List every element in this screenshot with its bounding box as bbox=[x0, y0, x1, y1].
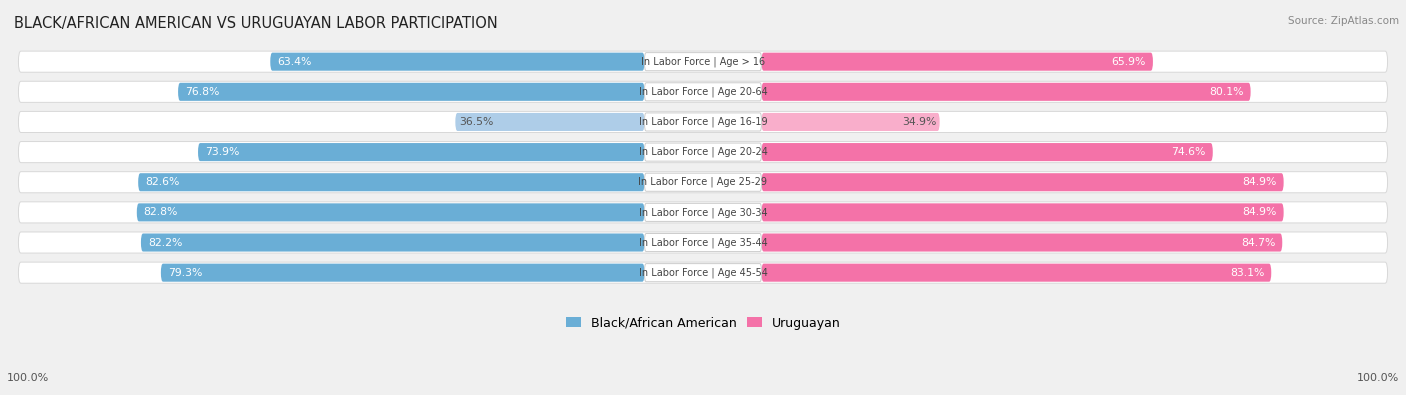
FancyBboxPatch shape bbox=[762, 83, 1251, 101]
Text: 82.8%: 82.8% bbox=[143, 207, 179, 217]
Text: 82.2%: 82.2% bbox=[148, 237, 183, 248]
Text: 79.3%: 79.3% bbox=[167, 268, 202, 278]
Text: In Labor Force | Age 20-24: In Labor Force | Age 20-24 bbox=[638, 147, 768, 157]
FancyBboxPatch shape bbox=[18, 111, 1388, 132]
FancyBboxPatch shape bbox=[644, 53, 762, 71]
FancyBboxPatch shape bbox=[762, 263, 1271, 282]
FancyBboxPatch shape bbox=[762, 113, 939, 131]
Text: In Labor Force | Age > 16: In Labor Force | Age > 16 bbox=[641, 56, 765, 67]
Text: 84.9%: 84.9% bbox=[1243, 177, 1277, 187]
FancyBboxPatch shape bbox=[18, 202, 1388, 223]
Text: 82.6%: 82.6% bbox=[145, 177, 180, 187]
Text: In Labor Force | Age 16-19: In Labor Force | Age 16-19 bbox=[638, 117, 768, 127]
Text: 100.0%: 100.0% bbox=[7, 373, 49, 383]
FancyBboxPatch shape bbox=[762, 233, 1282, 252]
FancyBboxPatch shape bbox=[179, 83, 644, 101]
Text: 80.1%: 80.1% bbox=[1209, 87, 1244, 97]
Text: In Labor Force | Age 30-34: In Labor Force | Age 30-34 bbox=[638, 207, 768, 218]
FancyBboxPatch shape bbox=[18, 232, 1388, 253]
FancyBboxPatch shape bbox=[18, 262, 1388, 283]
FancyBboxPatch shape bbox=[762, 143, 1213, 161]
Text: 83.1%: 83.1% bbox=[1230, 268, 1264, 278]
Legend: Black/African American, Uruguayan: Black/African American, Uruguayan bbox=[561, 312, 845, 335]
FancyBboxPatch shape bbox=[141, 233, 644, 252]
Text: In Labor Force | Age 20-64: In Labor Force | Age 20-64 bbox=[638, 87, 768, 97]
Text: 100.0%: 100.0% bbox=[1357, 373, 1399, 383]
FancyBboxPatch shape bbox=[138, 173, 644, 191]
FancyBboxPatch shape bbox=[644, 83, 762, 101]
Text: 84.7%: 84.7% bbox=[1241, 237, 1275, 248]
FancyBboxPatch shape bbox=[762, 173, 1284, 191]
FancyBboxPatch shape bbox=[136, 203, 644, 222]
Text: In Labor Force | Age 35-44: In Labor Force | Age 35-44 bbox=[638, 237, 768, 248]
Text: 84.9%: 84.9% bbox=[1243, 207, 1277, 217]
FancyBboxPatch shape bbox=[644, 263, 762, 282]
Text: 74.6%: 74.6% bbox=[1171, 147, 1206, 157]
Text: 73.9%: 73.9% bbox=[205, 147, 239, 157]
FancyBboxPatch shape bbox=[762, 203, 1284, 222]
Text: 65.9%: 65.9% bbox=[1112, 56, 1146, 67]
FancyBboxPatch shape bbox=[644, 233, 762, 252]
Text: 63.4%: 63.4% bbox=[277, 56, 312, 67]
FancyBboxPatch shape bbox=[18, 51, 1388, 72]
FancyBboxPatch shape bbox=[456, 113, 644, 131]
Text: Source: ZipAtlas.com: Source: ZipAtlas.com bbox=[1288, 16, 1399, 26]
FancyBboxPatch shape bbox=[160, 263, 644, 282]
Text: In Labor Force | Age 45-54: In Labor Force | Age 45-54 bbox=[638, 267, 768, 278]
Text: 34.9%: 34.9% bbox=[901, 117, 936, 127]
FancyBboxPatch shape bbox=[762, 53, 1153, 71]
FancyBboxPatch shape bbox=[18, 81, 1388, 102]
FancyBboxPatch shape bbox=[270, 53, 644, 71]
FancyBboxPatch shape bbox=[18, 172, 1388, 193]
Text: 76.8%: 76.8% bbox=[186, 87, 219, 97]
FancyBboxPatch shape bbox=[644, 113, 762, 131]
Text: BLACK/AFRICAN AMERICAN VS URUGUAYAN LABOR PARTICIPATION: BLACK/AFRICAN AMERICAN VS URUGUAYAN LABO… bbox=[14, 16, 498, 31]
FancyBboxPatch shape bbox=[644, 173, 762, 191]
Text: In Labor Force | Age 25-29: In Labor Force | Age 25-29 bbox=[638, 177, 768, 188]
Text: 36.5%: 36.5% bbox=[458, 117, 494, 127]
FancyBboxPatch shape bbox=[644, 143, 762, 161]
FancyBboxPatch shape bbox=[198, 143, 644, 161]
FancyBboxPatch shape bbox=[644, 203, 762, 222]
FancyBboxPatch shape bbox=[18, 141, 1388, 163]
